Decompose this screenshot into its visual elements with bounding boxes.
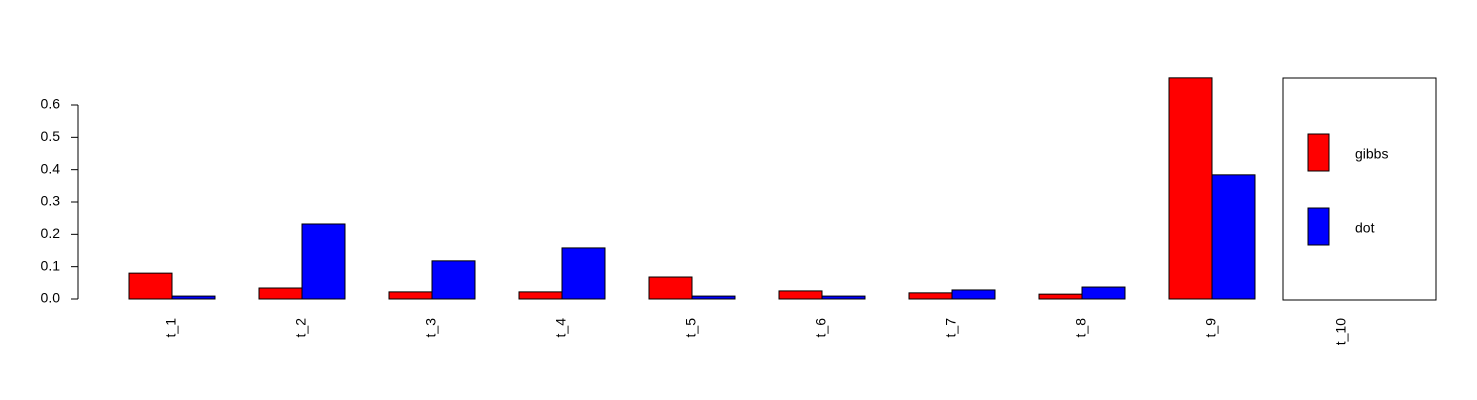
legend-swatch (1307, 133, 1330, 172)
x-tick-label: t_4 (553, 318, 569, 338)
x-tick-label: t_6 (813, 318, 829, 338)
x-tick-label: t_7 (943, 318, 959, 338)
legend-label: gibbs (1355, 146, 1388, 162)
bar (388, 291, 433, 300)
x-tick-label: t_5 (683, 318, 699, 338)
bar (951, 289, 996, 300)
bar (171, 295, 216, 300)
legend-box (1282, 77, 1437, 301)
x-tick-label: t_8 (1073, 318, 1089, 338)
bar (691, 295, 736, 300)
bar (518, 291, 563, 300)
y-tick-label: 0.2 (41, 225, 61, 241)
x-tick-label: t_9 (1203, 318, 1219, 338)
y-tick-label: 0.6 (41, 96, 61, 112)
bar (561, 247, 606, 300)
legend-label: dot (1355, 220, 1375, 236)
bar (1038, 293, 1083, 300)
bar (778, 290, 823, 300)
y-tick-label: 0.5 (41, 128, 61, 144)
bar (431, 260, 476, 300)
y-tick-label: 0.0 (41, 290, 61, 306)
x-tick-label: t_3 (423, 318, 439, 338)
x-tick-label: t_1 (163, 318, 179, 338)
bar (1211, 174, 1256, 300)
bar (1168, 77, 1213, 300)
bar (821, 295, 866, 300)
bar (258, 287, 303, 300)
x-tick-label: t_10 (1333, 318, 1349, 345)
bar (301, 223, 346, 300)
x-tick-label: t_2 (293, 318, 309, 338)
bar (128, 272, 173, 300)
y-tick-label: 0.3 (41, 193, 61, 209)
bar (648, 276, 693, 300)
bar (1081, 286, 1126, 300)
legend-swatch (1307, 207, 1330, 246)
bar (908, 292, 953, 300)
y-tick-label: 0.4 (41, 160, 61, 176)
y-tick-label: 0.1 (41, 257, 61, 273)
